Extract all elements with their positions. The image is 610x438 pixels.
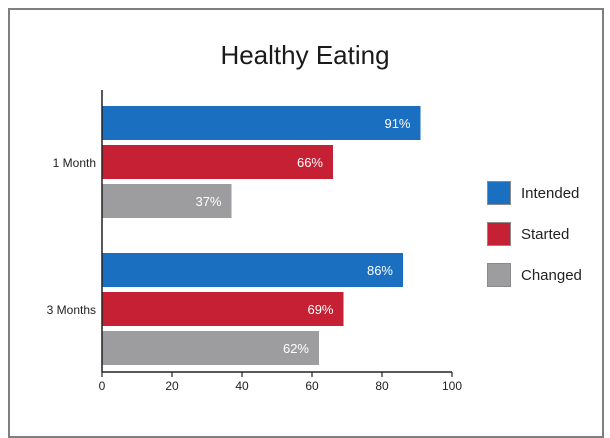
bar-chart: 91% 66% 37% 1 Month 86% 69% 62% 3 Months 0 20 40 60… bbox=[47, 90, 462, 393]
legend-swatch-changed bbox=[487, 263, 511, 287]
legend-item-started: Started bbox=[487, 219, 582, 249]
x-tick-label: 100 bbox=[442, 379, 462, 393]
bar-value-label: 69% bbox=[307, 302, 333, 317]
chart-title: Healthy Eating bbox=[220, 40, 390, 70]
bar-value-label: 86% bbox=[367, 263, 393, 278]
bar-intended-1 bbox=[102, 106, 421, 140]
bar-value-label: 37% bbox=[195, 194, 221, 209]
bar-started-2 bbox=[102, 292, 344, 326]
bar-started-1 bbox=[102, 145, 333, 179]
bar-value-label: 66% bbox=[297, 155, 323, 170]
category-label: 3 Months bbox=[47, 303, 96, 317]
bar-changed-2 bbox=[102, 331, 319, 365]
bar-intended-2 bbox=[102, 253, 403, 287]
bar-value-label: 62% bbox=[283, 341, 309, 356]
x-tick-label: 20 bbox=[165, 379, 179, 393]
chart-legend: Intended Started Changed bbox=[487, 178, 582, 301]
legend-label-changed: Changed bbox=[521, 266, 582, 284]
x-tick-label: 60 bbox=[305, 379, 319, 393]
legend-label-intended: Intended bbox=[521, 184, 580, 202]
bar-changed-1 bbox=[102, 184, 232, 218]
x-tick-label: 40 bbox=[235, 379, 249, 393]
legend-swatch-intended bbox=[487, 181, 511, 205]
x-tick-label: 0 bbox=[99, 379, 106, 393]
legend-swatch-started bbox=[487, 222, 511, 246]
legend-item-changed: Changed bbox=[487, 260, 582, 290]
bar-value-label: 91% bbox=[384, 116, 410, 131]
category-label: 1 Month bbox=[53, 156, 96, 170]
legend-item-intended: Intended bbox=[487, 178, 582, 208]
x-tick-label: 80 bbox=[375, 379, 389, 393]
legend-label-started: Started bbox=[521, 225, 570, 243]
